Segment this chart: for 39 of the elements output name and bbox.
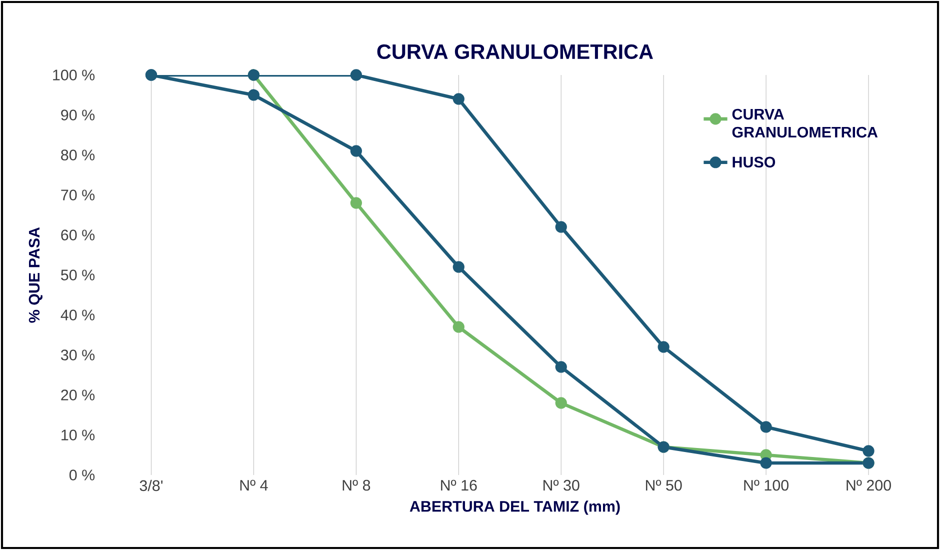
x-tick-label: Nº 8 [342, 480, 370, 491]
y-tick-label: 70 % [61, 190, 95, 200]
point [248, 89, 260, 101]
y-tick-label: 30 % [61, 350, 95, 360]
y-tick-label: 100 % [53, 70, 95, 80]
y-tick-label: 0 % [69, 470, 95, 480]
point [555, 221, 567, 233]
y-tick-label: 60 % [61, 230, 95, 240]
point [862, 445, 874, 457]
point [760, 421, 772, 433]
y-tick-label: 90 % [61, 110, 95, 120]
chart-title: CURVA GRANULOMETRICA [377, 44, 653, 60]
point [555, 397, 567, 409]
point [658, 341, 670, 353]
x-tick-label: Nº 4 [240, 480, 268, 491]
y-tick-label: 50 % [61, 270, 95, 280]
y-axis-title: % QUE PASA [28, 227, 42, 323]
x-tick-label: Nº 50 [646, 480, 682, 491]
x-axis-title: ABERTURA DEL TAMIZ (mm) [410, 500, 620, 515]
point [350, 197, 362, 209]
x-tick-label: Nº 200 [846, 480, 891, 491]
y-tick-label: 10 % [62, 430, 95, 440]
point [555, 361, 567, 373]
x-tick-label: 3/8' [140, 480, 163, 492]
legend-label: CURVA GRANULOMETRICA [732, 108, 878, 138]
y-tick-label: 40 % [60, 310, 95, 320]
point [760, 457, 772, 469]
point [350, 69, 362, 81]
point [452, 261, 464, 273]
x-tick-label: Nº 100 [744, 480, 789, 491]
x-tick-label: Nº 30 [544, 480, 580, 491]
legend-label: HUSO [732, 156, 776, 168]
y-tick-label: 80 % [61, 150, 95, 160]
y-tick-label: 20 % [61, 390, 95, 400]
x-tick-label: Nº 16 [441, 480, 477, 491]
point [350, 145, 362, 157]
point [145, 69, 158, 81]
point [452, 321, 464, 333]
point [452, 93, 464, 105]
